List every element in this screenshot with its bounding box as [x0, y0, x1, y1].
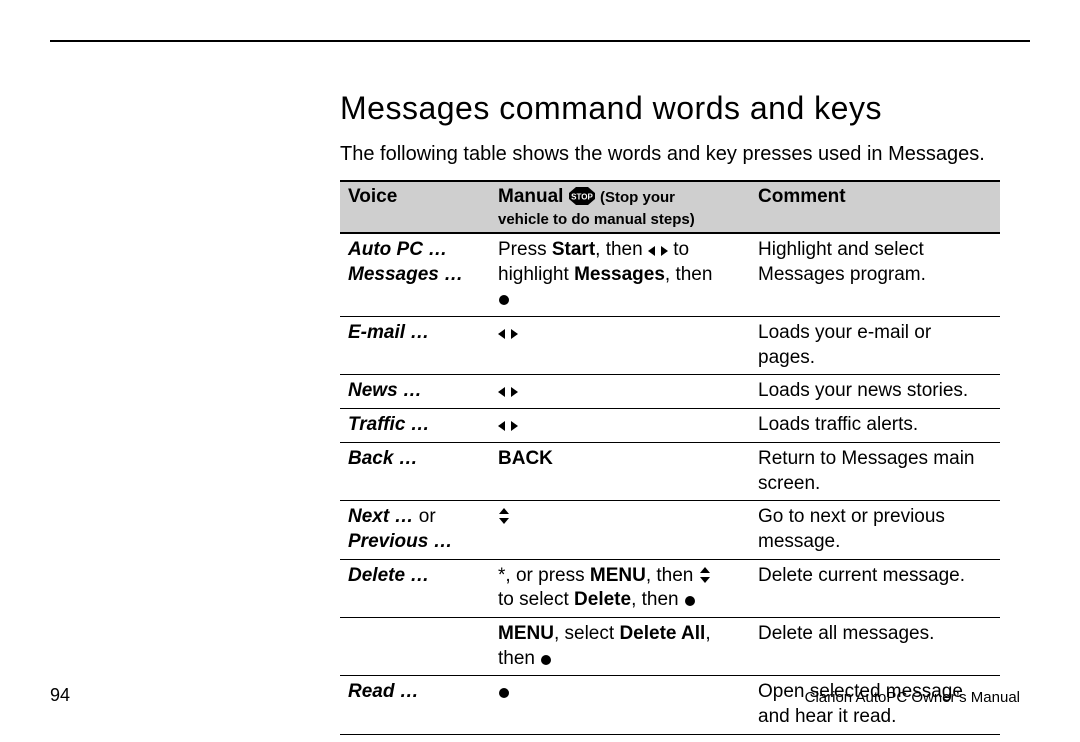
voice-or: or: [413, 506, 435, 527]
voice-command: News …: [348, 380, 422, 401]
manual-cell: [490, 375, 750, 409]
manual-text: *, or press: [498, 565, 590, 586]
key-messages: Messages: [574, 264, 665, 285]
table-row: Auto PC … Messages … Press Start, then t…: [340, 233, 1000, 317]
manual-cell: [490, 501, 750, 559]
th-comment: Comment: [750, 181, 1000, 233]
table-row: MENU, select Delete All, then Delete all…: [340, 617, 1000, 675]
manual-cell: *, or press MENU, then to select Delete,…: [490, 559, 750, 617]
manual-text: ,: [705, 623, 710, 644]
manual-cell: [490, 409, 750, 443]
key-delete-all: Delete All: [619, 623, 705, 644]
voice-command: Messages …: [348, 264, 463, 285]
voice-command: Read …: [348, 681, 419, 702]
left-right-arrows-icon: [648, 245, 668, 257]
comment-cell: Highlight and select Messages program.: [750, 233, 1000, 317]
manual-text: , then: [595, 239, 648, 260]
table-row: E-mail … Loads your e-mail or pages.: [340, 317, 1000, 375]
commands-table: Voice Manual STOP (Stop your vehicle to …: [340, 180, 1000, 735]
key-back: BACK: [498, 448, 553, 469]
th-manual: Manual STOP (Stop your vehicle to do man…: [490, 181, 750, 233]
manual-cell: MENU, select Delete All, then: [490, 617, 750, 675]
footer-text: Clarion AutoPC Owner’s Manual: [805, 689, 1020, 706]
left-right-arrows-icon: [498, 328, 518, 340]
comment-cell: Loads your e-mail or pages.: [750, 317, 1000, 375]
manual-text: , then: [631, 589, 684, 610]
stop-icon-label: STOP: [571, 193, 593, 202]
comment-cell: Delete current message.: [750, 559, 1000, 617]
th-manual-sub2: vehicle to do manual steps): [498, 211, 742, 228]
manual-cell: Press Start, then to highlight Messages,…: [490, 233, 750, 317]
left-right-arrows-icon: [498, 386, 518, 398]
top-rule: [50, 40, 1030, 42]
voice-command: Auto PC …: [348, 239, 447, 260]
table-row: Delete … *, or press MENU, then to selec…: [340, 559, 1000, 617]
manual-cell: [490, 676, 750, 734]
voice-command: Next …: [348, 506, 413, 527]
voice-command: Traffic …: [348, 414, 430, 435]
comment-cell: Return to Messages main screen.: [750, 442, 1000, 500]
comment-cell: Go to next or previous message.: [750, 501, 1000, 559]
table-row: Traffic … Loads traffic alerts.: [340, 409, 1000, 443]
th-manual-label: Manual: [498, 186, 563, 207]
manual-text: , then: [665, 264, 713, 285]
up-down-arrows-icon: [699, 567, 711, 583]
manual-text: to select: [498, 589, 574, 610]
manual-cell: BACK: [490, 442, 750, 500]
up-down-arrows-icon: [498, 508, 510, 524]
manual-page: Messages command words and keys The foll…: [0, 0, 1080, 742]
table-header-row: Voice Manual STOP (Stop your vehicle to …: [340, 181, 1000, 233]
key-delete: Delete: [574, 589, 631, 610]
enter-dot-icon: [540, 654, 552, 666]
manual-cell: [490, 317, 750, 375]
stop-icon: STOP: [569, 187, 595, 211]
left-right-arrows-icon: [498, 420, 518, 432]
th-manual-sub1: (Stop your: [600, 189, 675, 206]
voice-command: E-mail …: [348, 322, 429, 343]
table-row: Back … BACK Return to Messages main scre…: [340, 442, 1000, 500]
manual-text: then: [498, 648, 540, 669]
enter-dot-icon: [498, 294, 510, 306]
manual-text: , then: [646, 565, 699, 586]
manual-text: to: [668, 239, 689, 260]
intro-text: The following table shows the words and …: [340, 141, 1000, 168]
comment-cell: Loads your news stories.: [750, 375, 1000, 409]
key-start: Start: [552, 239, 595, 260]
enter-dot-icon: [684, 595, 696, 607]
th-voice: Voice: [340, 181, 490, 233]
manual-text: Press: [498, 239, 552, 260]
enter-dot-icon: [498, 687, 510, 699]
page-number: 94: [50, 685, 70, 706]
page-content: Messages command words and keys The foll…: [340, 90, 1000, 735]
voice-command: Back …: [348, 448, 418, 469]
key-menu: MENU: [498, 623, 554, 644]
table-row: Next … or Previous … Go to next or previ…: [340, 501, 1000, 559]
comment-cell: Delete all messages.: [750, 617, 1000, 675]
voice-command: Previous …: [348, 531, 453, 552]
page-title: Messages command words and keys: [340, 90, 1000, 127]
voice-command: Delete …: [348, 565, 429, 586]
manual-text: highlight: [498, 264, 574, 285]
manual-text: , select: [554, 623, 619, 644]
comment-cell: Loads traffic alerts.: [750, 409, 1000, 443]
key-menu: MENU: [590, 565, 646, 586]
table-row: News … Loads your news stories.: [340, 375, 1000, 409]
